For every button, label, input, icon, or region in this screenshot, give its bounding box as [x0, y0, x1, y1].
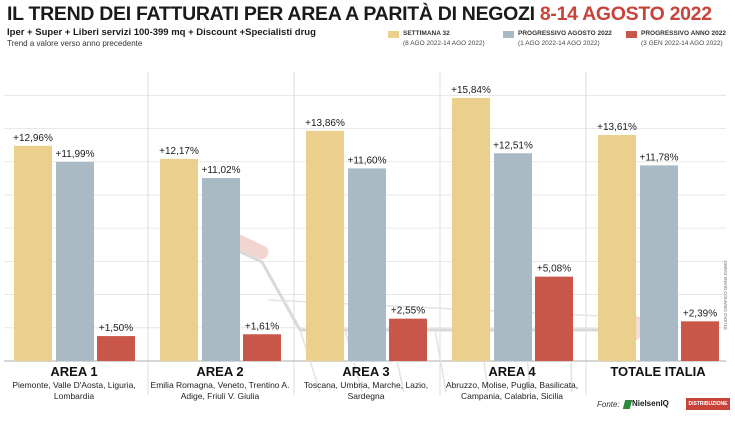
data-label: +15,84% [451, 85, 491, 96]
bar-progressivo-agosto [348, 168, 386, 361]
region-label: Adige, Friuli V. Giulia [181, 391, 260, 401]
region-label: Toscana, Umbria, Marche, Lazio, [304, 380, 428, 390]
data-label: +1,50% [99, 323, 133, 334]
data-label: +2,55% [391, 306, 425, 317]
data-label: +1,61% [245, 321, 279, 332]
bar-settimana [452, 97, 490, 362]
category-label: AREA 4 [488, 364, 536, 379]
legend-range: (3 GEN 2022-14 AGO 2022) [641, 40, 723, 47]
bars-layer [14, 97, 719, 362]
data-label: +11,60% [347, 155, 386, 166]
cart-wire [434, 329, 447, 393]
legend-name: PROGRESSIVO ANNO 2022 [641, 30, 727, 37]
region-label: Piemonte, Valle D'Aosta, Liguria, [12, 380, 135, 390]
bar-progressivo-anno [389, 318, 427, 361]
legend-range: (1 AGO 2022-14 AGO 2022) [518, 40, 600, 47]
bar-progressivo-anno [97, 336, 135, 361]
bar-progressivo-anno [535, 276, 573, 361]
data-label: +11,02% [201, 165, 240, 176]
data-label: +13,86% [305, 118, 345, 129]
distribuzione-italiana-logo: DISTRIBUZIONE ITALIANA [686, 398, 730, 419]
data-label: +12,96% [13, 133, 53, 144]
data-label: +12,17% [159, 146, 199, 157]
legend-name: SETTIMANA 32 [403, 30, 450, 37]
nielseniq-logo: NielsenIQ [632, 399, 669, 408]
category-label: AREA 1 [50, 364, 97, 379]
bar-progressivo-agosto [56, 161, 94, 361]
bar-settimana [160, 158, 198, 361]
page-title: IL TREND DEI FATTURATI PER AREA A PARITÀ… [7, 3, 712, 26]
region-label: Campania, Calabria, Sicilia [461, 391, 563, 401]
bar-settimana [14, 145, 52, 361]
legend-name: PROGRESSIVO AGOSTO 2022 [518, 30, 612, 37]
region-label: Emilia Romagna, Veneto, Trentino A. [151, 380, 290, 390]
bar-progressivo-anno [243, 334, 281, 361]
data-label: +5,08% [537, 264, 571, 275]
bar-progressivo-anno [681, 321, 719, 361]
legend-swatch-settimana [388, 31, 399, 38]
category-label: AREA 3 [342, 364, 389, 379]
data-label: +11,78% [639, 152, 678, 163]
bar-settimana [306, 130, 344, 361]
legend-swatch-progressivo-agosto [503, 31, 514, 38]
data-label: +12,51% [493, 140, 533, 151]
data-label: +11,99% [55, 149, 94, 160]
legend-swatch-progressivo-anno [626, 31, 637, 38]
data-label: +2,39% [683, 308, 717, 319]
legend-range: (8 AGO 2022-14 AGO 2022) [403, 40, 485, 47]
bar-settimana [598, 134, 636, 361]
region-label: Abruzzo, Molise, Puglia, Basilicata, [446, 380, 578, 390]
title-main: IL TREND DEI FATTURATI PER AREA A PARITÀ… [7, 3, 535, 25]
title-highlight: 8-14 AGOSTO 2022 [539, 3, 712, 25]
region-label: Lombardia [54, 391, 94, 401]
source-label: Fonte: [597, 400, 620, 409]
bar-progressivo-agosto [494, 153, 532, 361]
bar-progressivo-agosto [202, 178, 240, 361]
category-label: AREA 2 [196, 364, 243, 379]
chart-subtitle: Iper + Super + Liberi servizi 100-399 mq… [7, 27, 316, 38]
credit-text: STUDIO GRAFICO DIANA DAIMO [723, 260, 728, 330]
region-label: Sardegna [348, 391, 385, 401]
category-label: TOTALE ITALIA [610, 364, 706, 379]
shopping-cart-illustration [223, 230, 641, 393]
bar-progressivo-agosto [640, 165, 678, 361]
data-label: +13,61% [597, 122, 637, 133]
chart-note: Trend a valore verso anno precedente [7, 39, 143, 48]
